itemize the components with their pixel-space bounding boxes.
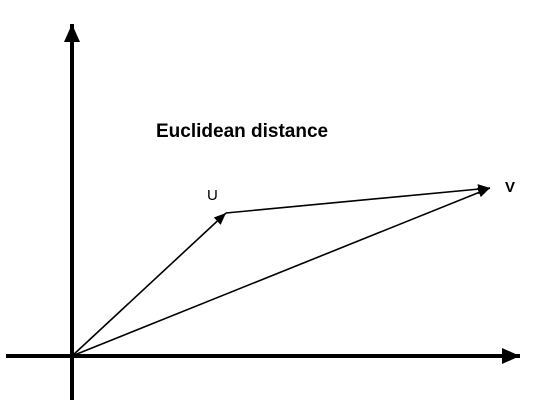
diagram-title: Euclidean distance (156, 121, 328, 142)
vector-u-arrow (72, 213, 226, 356)
point-u-label: U (207, 187, 218, 204)
vector-v-arrow (72, 188, 490, 356)
point-v-label: V (505, 179, 515, 196)
u-to-v-arrow (226, 188, 490, 213)
